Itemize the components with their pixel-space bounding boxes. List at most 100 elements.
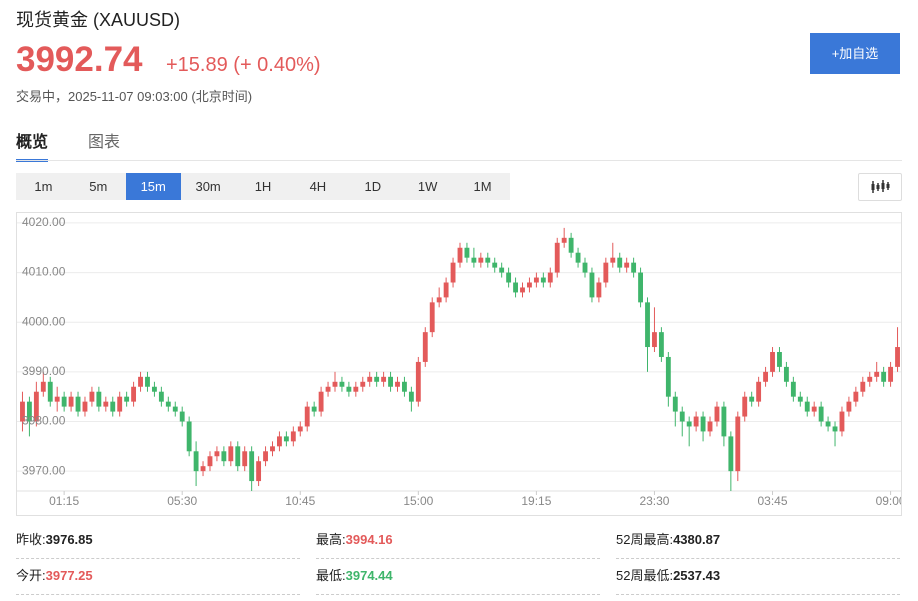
candle-body [450, 262, 456, 283]
x-tick-label: 23:30 [639, 494, 669, 508]
candle-body [547, 272, 553, 283]
candle-body [429, 302, 435, 333]
x-tick-label: 10:45 [285, 494, 315, 508]
candle-body [853, 391, 859, 402]
candle-body [408, 391, 414, 402]
tab[interactable]: 图表 [88, 134, 121, 151]
candle-body [26, 401, 32, 422]
interval-button[interactable]: 1M [473, 179, 492, 194]
interval-button[interactable]: 5m [89, 179, 108, 194]
stat-label: 昨收: [16, 532, 46, 547]
stat-value: 3977.25 [45, 568, 93, 583]
stat: 今开:3977.25 [16, 558, 300, 595]
candle-body [874, 371, 880, 377]
interval-button[interactable]: 1H [254, 179, 272, 194]
candle-body [388, 376, 393, 387]
candle-body [714, 406, 720, 422]
candle-body [124, 396, 130, 402]
candle-body [145, 376, 150, 387]
candle-body [554, 242, 560, 273]
x-tick-label: 05:30 [167, 494, 197, 508]
candle-body [804, 401, 810, 412]
candle-body [506, 272, 512, 283]
candle-body [610, 257, 616, 263]
candle-body [457, 247, 463, 263]
candle-body [332, 381, 338, 387]
candle-body [797, 396, 803, 402]
candle-body [839, 411, 845, 432]
candle-body [103, 401, 109, 407]
candle-body [311, 406, 317, 412]
x-tick-label: 15:00 [403, 494, 433, 508]
candle-body [533, 277, 539, 283]
chart: 01:15 05:30 10:45 15:00 19:15 23:30 03:45 09:00… [17, 215, 906, 508]
interval-button[interactable]: 1D [364, 179, 382, 194]
candle-body [117, 396, 123, 412]
candle-body [68, 396, 74, 407]
interval-button[interactable]: 30m [195, 179, 221, 194]
candle-body [207, 456, 213, 467]
stat: 最高:3994.16 [316, 522, 600, 559]
candle-body [756, 381, 762, 402]
candle-body [339, 381, 345, 387]
candle-body [645, 302, 650, 348]
candle-body [367, 376, 373, 382]
y-tick-label: 3970.00 [22, 463, 66, 477]
candle-body [270, 446, 275, 452]
candle-body [402, 381, 407, 392]
candle-body [589, 272, 595, 298]
candle-body [693, 416, 699, 427]
candle-body [471, 257, 477, 263]
chart-frame: 01:15 05:30 10:45 15:00 19:15 23:30 03:45 09:00… [16, 212, 906, 516]
candle-body [742, 396, 748, 417]
stat-label: 最低: [316, 568, 346, 583]
interval-button[interactable]: 15m [125, 173, 181, 200]
candle-body [415, 361, 421, 402]
candle-body [464, 247, 470, 258]
stat-value: 4380.87 [673, 532, 721, 547]
candle-body [20, 401, 25, 422]
candle-body [652, 332, 657, 348]
candle-body [96, 391, 102, 407]
stat-value: 3994.16 [345, 532, 393, 547]
candle-body [728, 436, 734, 472]
y-tick-label: 3990.00 [22, 364, 66, 378]
candle-body [290, 431, 296, 442]
candle-body [443, 282, 449, 298]
candle-body [596, 282, 602, 298]
interval-button[interactable]: 1m [34, 179, 53, 194]
candle-body [200, 466, 206, 472]
stat: 昨收:3976.85 [16, 522, 300, 559]
candle-body [679, 411, 685, 422]
y-tick-label: 4020.00 [22, 215, 66, 229]
candle-body [235, 446, 241, 467]
interval-button[interactable]: 1W [417, 179, 438, 194]
candle-body [75, 396, 81, 412]
candle-body [283, 436, 289, 442]
y-tick-label: 4010.00 [22, 265, 66, 279]
candle-body [374, 376, 380, 382]
interval-button[interactable]: 4H [309, 179, 327, 194]
candle-body [777, 352, 782, 367]
x-tick-label: 09:00 [876, 494, 901, 508]
candle-body [158, 391, 164, 402]
candle-body [763, 371, 769, 382]
candle-body [33, 391, 39, 422]
stat: 52周最低:2537.43 [616, 558, 900, 595]
candle-body [888, 366, 894, 382]
candle-body [110, 401, 116, 412]
stat-label: 今开: [16, 568, 46, 583]
candle-body [395, 381, 400, 387]
stat-label: 52周最高: [616, 532, 674, 547]
candle-body [151, 386, 157, 392]
candle-body [228, 446, 234, 462]
candle-body [770, 352, 775, 372]
y-tick-label: 3980.00 [22, 414, 66, 428]
chart-type-button[interactable] [858, 173, 902, 201]
tab[interactable]: 概览 [16, 128, 49, 162]
candle-body [582, 262, 588, 273]
candle-body [561, 237, 567, 243]
candle-body [221, 451, 227, 462]
candle-body [520, 287, 525, 293]
add-watchlist-button[interactable]: +加自选 [810, 33, 900, 74]
